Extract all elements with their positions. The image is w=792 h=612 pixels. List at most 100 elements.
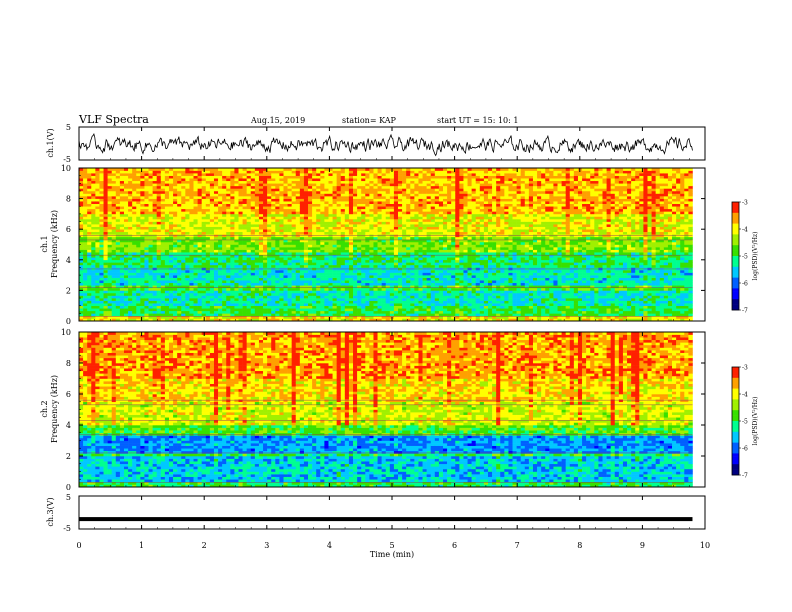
spectrogram-cell: [128, 280, 133, 284]
spectrogram-cell: [181, 170, 186, 174]
spectrogram-cell: [87, 236, 92, 240]
spectrogram-cell: [99, 298, 104, 301]
spectrogram-cell: [361, 206, 366, 210]
spectrogram-cell: [152, 285, 158, 289]
spectrogram-cell: [164, 221, 170, 225]
spectrogram-cell: [152, 252, 158, 255]
spectrogram-cell: [303, 185, 309, 189]
spectrogram-cell: [144, 272, 149, 276]
spectrogram-cell: [132, 298, 137, 301]
spectrogram-cell: [373, 193, 378, 197]
spectrogram-cell: [324, 193, 329, 197]
spectrogram-cell: [140, 264, 145, 268]
spectrogram-cell: [299, 203, 305, 207]
spectrogram-cell: [295, 272, 301, 276]
spectrogram-cell: [164, 241, 170, 245]
spectrogram-cell: [258, 180, 264, 184]
spectrogram-cell: [103, 170, 108, 174]
spectrogram-cell: [177, 252, 182, 255]
spectrogram-cell: [324, 241, 329, 245]
spectrogram-cell: [365, 257, 370, 261]
spectrogram-cell: [238, 208, 243, 212]
spectrogram-cell: [271, 221, 276, 225]
spectrogram-cell: [312, 298, 317, 301]
spectrogram-cell: [340, 315, 346, 319]
spectrogram-cell: [230, 257, 235, 261]
spectrogram-cell: [115, 292, 121, 296]
spectrogram-cell: [385, 173, 391, 176]
spectrogram-cell: [226, 198, 231, 202]
spectrogram-cell: [115, 196, 121, 199]
spectrogram-cell: [308, 241, 313, 245]
spectrogram-cell: [365, 168, 370, 171]
spectrogram-cell: [385, 259, 391, 263]
spectrogram-cell: [373, 290, 378, 294]
spectrogram-cell: [279, 206, 284, 210]
spectrogram-cell: [271, 315, 276, 319]
spectrogram-cell: [164, 170, 170, 174]
spectrogram-cell: [156, 298, 162, 301]
spectrogram-cell: [414, 295, 419, 299]
spectrogram-cell: [136, 198, 141, 202]
spectrogram-cell: [226, 219, 231, 222]
spectrogram-cell: [181, 282, 186, 286]
spectrogram-cell: [275, 308, 280, 312]
spectrogram-cell: [205, 196, 211, 199]
spectrogram-cell: [128, 226, 133, 230]
spectrogram-cell: [295, 264, 301, 268]
spectrogram-cell: [353, 219, 358, 222]
spectrogram-cell: [299, 244, 305, 248]
spectrogram-cell: [197, 183, 202, 187]
spectrogram-cell: [173, 198, 178, 202]
spectrogram-cell: [181, 178, 186, 182]
spectrogram-cell: [316, 216, 321, 220]
spectrogram-cell: [389, 226, 395, 230]
spectrogram-cell: [410, 201, 415, 204]
spectrogram-cell: [79, 249, 84, 253]
spectrogram-cell: [132, 168, 137, 171]
spectrogram-cell: [308, 247, 313, 250]
spectrogram-cell: [369, 249, 374, 253]
spectrogram-cell: [103, 295, 108, 299]
spectrogram-cell: [205, 216, 211, 220]
spectrogram-cell: [287, 285, 292, 289]
spectrogram-cell: [103, 287, 108, 291]
spectrogram-cell: [373, 229, 378, 233]
spectrogram-cell: [164, 285, 170, 289]
spectrogram-cell: [324, 178, 329, 182]
spectrogram-cell: [267, 272, 272, 276]
spectrogram-cell: [312, 303, 317, 306]
spectrogram-cell: [402, 287, 407, 291]
spectrogram-cell: [303, 295, 309, 299]
spectrogram-cell: [373, 247, 378, 250]
spectrogram-cell: [111, 190, 117, 194]
spectrogram-cell: [234, 262, 239, 266]
spectrogram-cell: [365, 178, 370, 182]
spectrogram-cell: [246, 305, 252, 309]
spectrogram-cell: [254, 241, 260, 245]
spectrogram-cell: [320, 234, 325, 238]
spectrogram-cell: [148, 211, 153, 215]
spectrogram-cell: [291, 285, 297, 289]
spectrogram-cell: [132, 236, 137, 240]
spectrogram-cell: [377, 239, 382, 243]
spectrogram-cell: [222, 213, 227, 217]
spectrogram-cell: [406, 180, 411, 184]
spectrogram-cell: [205, 170, 211, 174]
spectrogram-cell: [393, 282, 399, 286]
spectrogram-cell: [287, 193, 292, 197]
spectrogram-cell: [152, 180, 158, 184]
spectrogram-cell: [156, 300, 162, 304]
spectrogram-cell: [373, 219, 378, 222]
spectrogram-cell: [152, 262, 158, 266]
spectrogram-cell: [205, 201, 211, 204]
spectrogram-cell: [332, 264, 337, 268]
spectrogram-cell: [381, 287, 387, 291]
spectrogram-cell: [357, 305, 362, 309]
spectrogram-cell: [250, 236, 256, 240]
spectrogram-cell: [91, 259, 96, 263]
spectrogram-cell: [402, 168, 407, 171]
spectrogram-cell: [254, 221, 260, 225]
spectrogram-cell: [275, 178, 280, 182]
spectrogram-cell: [381, 318, 387, 322]
